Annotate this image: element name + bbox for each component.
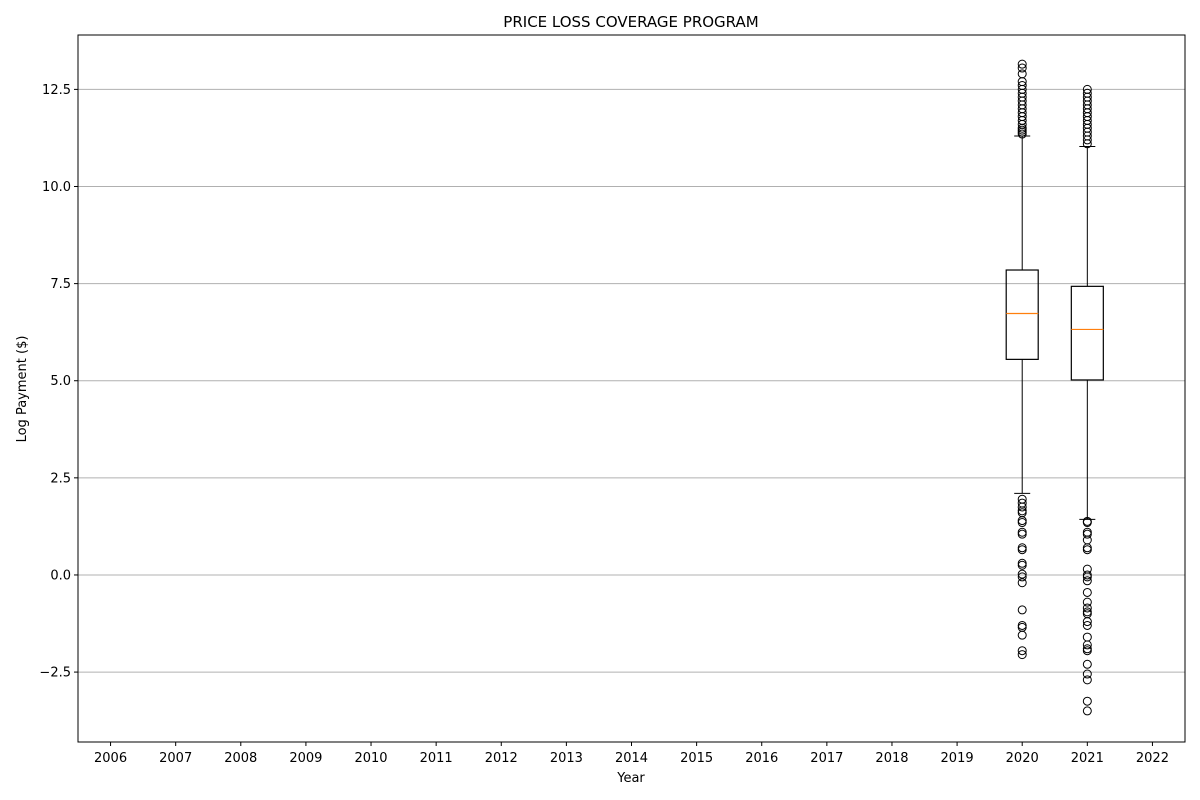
x-axis-label: Year — [616, 771, 645, 786]
y-tick-label: 0.0 — [50, 568, 71, 583]
y-ticks: −2.5 0.0 2.5 5.0 7.5 10.0 12.5 — [39, 83, 78, 681]
outlier-point — [1017, 569, 1027, 579]
y-tick-label: 7.5 — [50, 277, 71, 292]
x-tick-label: 2016 — [745, 751, 778, 766]
outlier-point — [1017, 63, 1027, 73]
outlier-point — [1082, 706, 1092, 716]
outlier-point — [1082, 597, 1092, 607]
x-tick-label: 2013 — [550, 751, 583, 766]
outlier-point — [1017, 518, 1027, 528]
x-tick-label: 2015 — [680, 751, 713, 766]
outlier-point — [1082, 603, 1092, 613]
y-tick-label: 10.0 — [42, 180, 71, 195]
outlier-point — [1082, 640, 1092, 650]
x-ticks: 2006 2007 2008 2009 2010 2011 2012 2013 2014 2015… — [94, 742, 1169, 766]
outlier-point — [1082, 669, 1092, 679]
outlier-point — [1017, 578, 1027, 588]
outlier-point — [1082, 139, 1092, 149]
outlier-point — [1017, 646, 1027, 656]
y-axis-label: Log Payment ($) — [15, 336, 30, 443]
outlier-point — [1017, 605, 1027, 615]
iqr-box — [1070, 285, 1104, 381]
outlier-point — [1017, 529, 1027, 539]
outlier-point — [1017, 129, 1027, 139]
outlier-point — [1082, 576, 1092, 586]
outlier-point — [1082, 659, 1092, 669]
x-tick-label: 2008 — [224, 751, 257, 766]
outlier-point — [1082, 529, 1092, 539]
outlier-point — [1017, 502, 1027, 512]
outlier-point — [1082, 518, 1092, 528]
outlier-point — [1082, 572, 1092, 582]
chart-title: PRICE LOSS COVERAGE PROGRAM — [503, 13, 758, 31]
box-2021 — [1070, 84, 1104, 716]
x-tick-label: 2012 — [485, 751, 518, 766]
y-tick-label: 12.5 — [42, 83, 71, 98]
box-2020 — [1005, 59, 1039, 660]
grid-lines — [78, 88, 1185, 673]
outlier-point — [1082, 696, 1092, 706]
outlier-point — [1017, 59, 1027, 69]
x-tick-label: 2011 — [420, 751, 453, 766]
outlier-point — [1017, 560, 1027, 570]
x-tick-label: 2020 — [1006, 751, 1039, 766]
x-tick-label: 2017 — [810, 751, 843, 766]
x-tick-label: 2022 — [1136, 751, 1169, 766]
outlier-point — [1082, 545, 1092, 555]
iqr-box — [1005, 269, 1039, 360]
outlier-point — [1082, 587, 1092, 597]
y-tick-label: 5.0 — [50, 374, 71, 389]
x-tick-label: 2006 — [94, 751, 127, 766]
x-tick-label: 2014 — [615, 751, 648, 766]
x-tick-label: 2019 — [941, 751, 974, 766]
y-tick-label: 2.5 — [50, 471, 71, 486]
x-tick-label: 2007 — [159, 751, 192, 766]
outlier-point — [1082, 135, 1092, 145]
outlier-point — [1082, 675, 1092, 685]
outlier-point — [1017, 572, 1027, 582]
outlier-point — [1082, 646, 1092, 656]
outlier-point — [1082, 617, 1092, 627]
x-tick-label: 2018 — [875, 751, 908, 766]
outlier-point — [1017, 545, 1027, 555]
boxes — [1005, 59, 1104, 716]
x-tick-label: 2010 — [354, 751, 387, 766]
outlier-point — [1082, 620, 1092, 630]
x-tick-label: 2021 — [1071, 751, 1104, 766]
outlier-point — [1017, 630, 1027, 640]
y-tick-label: −2.5 — [39, 666, 71, 681]
x-tick-label: 2009 — [289, 751, 322, 766]
outlier-point — [1017, 650, 1027, 660]
